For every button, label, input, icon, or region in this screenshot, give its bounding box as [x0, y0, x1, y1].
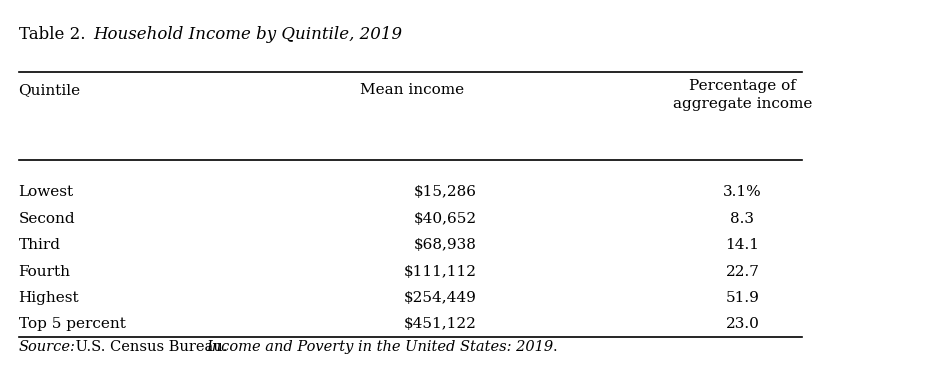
Text: 23.0: 23.0 — [726, 318, 759, 331]
Text: Highest: Highest — [19, 291, 79, 305]
Text: U.S. Census Bureau.: U.S. Census Bureau. — [71, 340, 232, 354]
Text: Table 2.: Table 2. — [19, 26, 91, 43]
Text: Mean income: Mean income — [361, 83, 465, 97]
Text: Income and Poverty in the United States: 2019: Income and Poverty in the United States:… — [207, 340, 554, 354]
Text: Lowest: Lowest — [19, 185, 74, 199]
Text: Source:: Source: — [19, 340, 76, 354]
Text: 22.7: 22.7 — [726, 265, 759, 279]
Text: Household Income by Quintile, 2019: Household Income by Quintile, 2019 — [94, 26, 403, 43]
Text: Quintile: Quintile — [19, 83, 80, 97]
Text: $254,449: $254,449 — [404, 291, 477, 305]
Text: $68,938: $68,938 — [414, 238, 477, 252]
Text: $15,286: $15,286 — [413, 185, 477, 199]
Text: 3.1%: 3.1% — [723, 185, 762, 199]
Text: Fourth: Fourth — [19, 265, 70, 279]
Text: .: . — [553, 340, 557, 354]
Text: $451,122: $451,122 — [404, 318, 477, 331]
Text: Second: Second — [19, 212, 75, 226]
Text: Top 5 percent: Top 5 percent — [19, 318, 125, 331]
Text: $111,112: $111,112 — [404, 265, 477, 279]
Text: Third: Third — [19, 238, 61, 252]
Text: $40,652: $40,652 — [413, 212, 477, 226]
Text: Percentage of
aggregate income: Percentage of aggregate income — [672, 79, 813, 111]
Text: 51.9: 51.9 — [726, 291, 759, 305]
Text: 8.3: 8.3 — [730, 212, 755, 226]
Text: 14.1: 14.1 — [726, 238, 759, 252]
